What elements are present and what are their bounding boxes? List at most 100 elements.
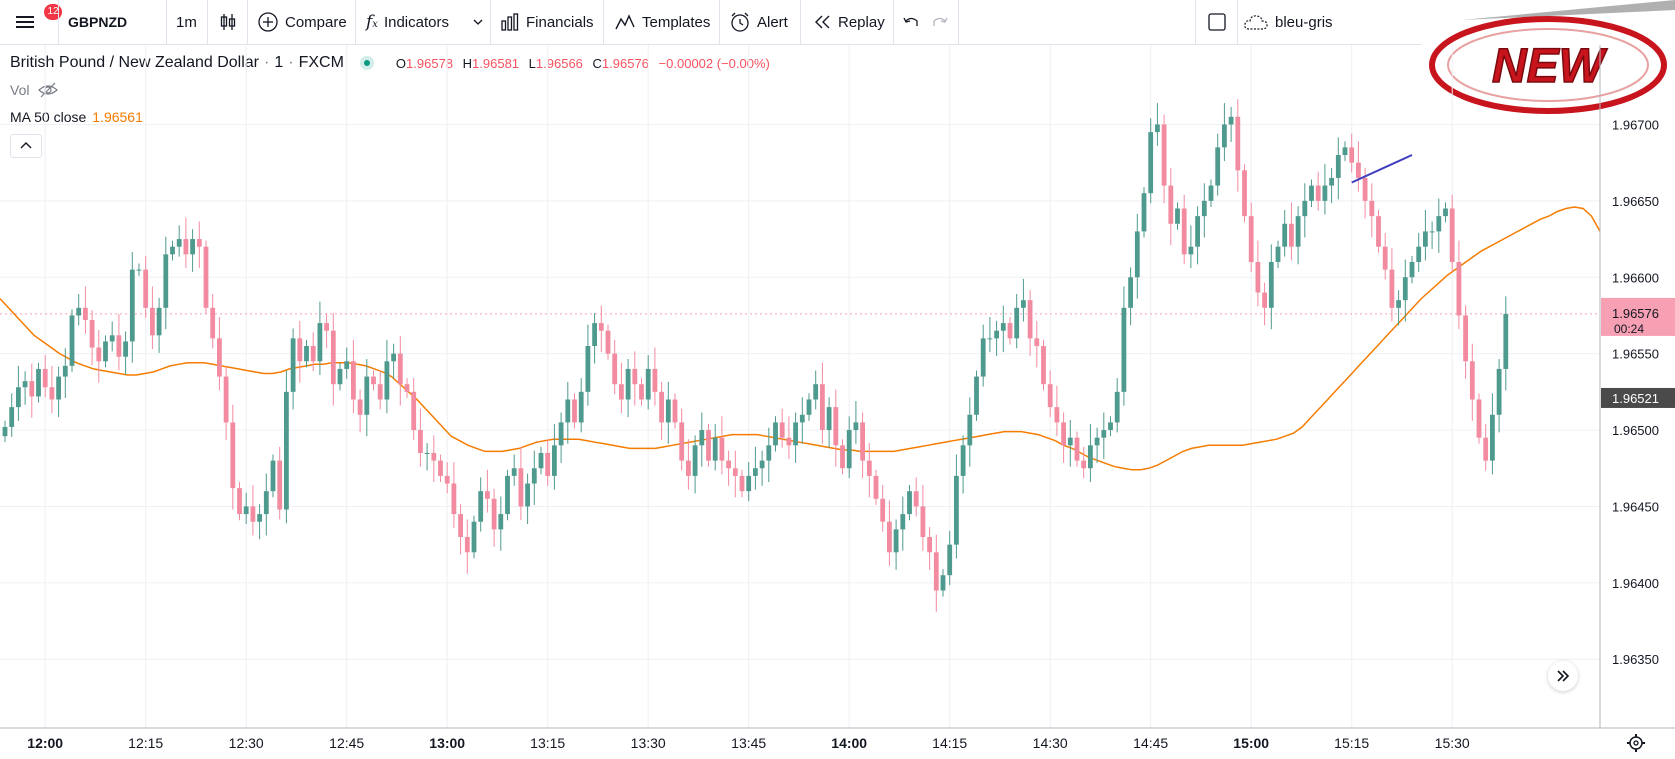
candle — [585, 324, 591, 406]
bar-chart-icon — [501, 13, 519, 31]
candle — [833, 389, 839, 467]
ma-legend[interactable]: MA 50 close 1.96561 — [10, 109, 143, 125]
candle — [900, 496, 906, 551]
candle — [49, 365, 55, 414]
time-tick-label: 14:15 — [932, 735, 967, 751]
candle — [1295, 206, 1301, 265]
candle — [706, 423, 711, 467]
templates-button[interactable]: Templates — [614, 0, 710, 44]
candle — [384, 339, 390, 414]
new-promo-badge[interactable]: NEW — [1422, 0, 1675, 122]
candle — [1409, 255, 1415, 284]
candle — [1081, 446, 1087, 479]
candle — [129, 252, 135, 363]
candle — [1208, 179, 1214, 207]
candle — [36, 362, 41, 403]
candle — [317, 301, 323, 376]
alert-button[interactable]: Alert — [729, 0, 788, 44]
candle — [813, 370, 819, 410]
candle — [538, 446, 544, 475]
candle — [1329, 168, 1334, 204]
candle — [16, 365, 21, 421]
fullscreen-button[interactable] — [1207, 0, 1227, 44]
candle — [56, 366, 61, 418]
candle — [980, 324, 986, 387]
indicators-button[interactable]: fx Indicators — [366, 0, 449, 44]
candle — [799, 397, 805, 444]
candle — [364, 358, 370, 437]
candle — [987, 316, 993, 353]
candle — [1007, 316, 1013, 345]
indicators-dropdown[interactable] — [472, 0, 484, 44]
candle — [1268, 244, 1274, 330]
candle — [1248, 202, 1254, 272]
collapse-legend-button[interactable] — [10, 134, 42, 158]
candle — [203, 240, 209, 314]
interval-button[interactable]: 1m — [176, 13, 197, 31]
candle — [552, 423, 557, 490]
compare-button[interactable]: Compare — [257, 0, 347, 44]
settings-gear-icon[interactable] — [1627, 734, 1645, 752]
candle — [1476, 393, 1482, 444]
cloud-icon — [1244, 15, 1268, 30]
change-value: −0.00002 (−0.00%) — [658, 55, 770, 71]
ma-price-label: 1.96521 — [1612, 391, 1659, 406]
undo-icon — [903, 17, 918, 26]
candle — [1349, 133, 1355, 173]
candle — [123, 331, 128, 375]
menu-button[interactable]: 12 — [14, 0, 62, 44]
market-status-dot[interactable] — [359, 56, 374, 70]
layout-button[interactable]: bleu-gris — [1243, 0, 1333, 44]
candle — [1449, 194, 1455, 272]
symbol-search-button[interactable]: GBPNZD — [68, 14, 128, 30]
candle — [645, 355, 651, 410]
financials-button[interactable]: Financials — [500, 0, 594, 44]
candle — [1463, 305, 1468, 379]
candle — [277, 446, 283, 520]
candle — [659, 381, 664, 440]
candle — [639, 378, 644, 406]
candle — [1034, 320, 1040, 368]
undo-button[interactable] — [902, 0, 920, 44]
candle — [471, 515, 477, 559]
candle — [431, 435, 437, 482]
scroll-to-realtime-button[interactable] — [1548, 661, 1578, 691]
candle — [1074, 431, 1080, 467]
candle — [1014, 294, 1020, 349]
candle — [109, 321, 115, 352]
symbol-legend: British Pound / New Zealand Dollar · 1 ·… — [10, 54, 770, 71]
templates-label: Templates — [642, 13, 711, 31]
top-toolbar: 12 GBPNZD 1m Compare fx Indicators Finan… — [0, 0, 1675, 45]
ma-price-tag — [1601, 387, 1675, 408]
chart-type-button[interactable] — [218, 0, 238, 44]
candle — [2, 420, 8, 443]
candle — [9, 393, 15, 437]
redo-button[interactable] — [931, 0, 949, 44]
candle — [759, 450, 765, 486]
candle — [69, 309, 75, 372]
high-value: 1.96581 — [472, 55, 520, 71]
candle — [210, 294, 216, 349]
price-tick-label: 1.96450 — [1612, 499, 1659, 514]
candle — [753, 446, 758, 490]
open-value: 1.96578 — [406, 55, 454, 71]
candle — [324, 313, 329, 349]
candle — [893, 519, 899, 570]
candle — [1041, 339, 1046, 391]
candle — [632, 351, 638, 406]
candle — [196, 221, 202, 269]
time-tick-label: 13:30 — [631, 735, 666, 751]
price-chart[interactable]: 1.96350 1.96400 1.96450 1.96500 1.96550 1.966… — [0, 45, 1675, 759]
time-tick-label: 14:30 — [1033, 735, 1068, 751]
candle — [418, 408, 423, 467]
candle — [1235, 99, 1241, 192]
candle — [1262, 282, 1267, 326]
candle — [1155, 103, 1160, 146]
candle — [150, 286, 155, 350]
ma-value: 1.96561 — [92, 109, 143, 125]
time-tick-label: 14:45 — [1133, 735, 1168, 751]
fx-icon: fx — [366, 12, 378, 32]
replay-button[interactable]: Replay — [812, 0, 885, 44]
countdown-label: 00:24 — [1614, 322, 1644, 336]
candle — [1094, 427, 1100, 463]
